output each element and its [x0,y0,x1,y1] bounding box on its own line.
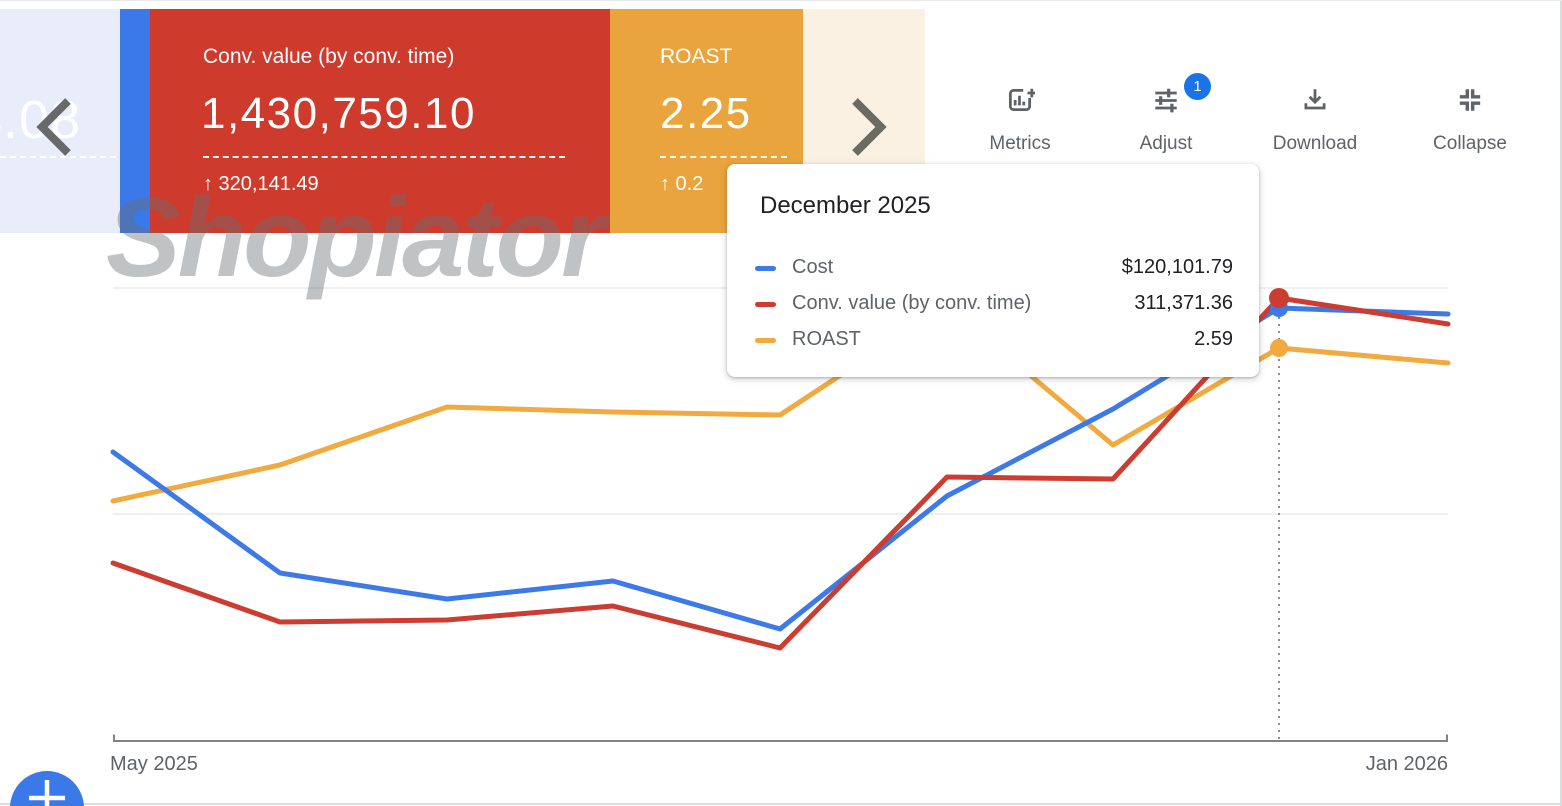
adjust-badge: 1 [1184,73,1211,100]
scorecard-edge-strip[interactable] [120,9,150,233]
tooltip-row-value: 2.59 [1194,328,1233,350]
add-fab-button[interactable] [10,771,84,806]
bar-chart-add-icon [1008,88,1035,112]
adjust-button-label: Adjust [1139,133,1193,154]
tooltip-row-cost: Cost $120,101.79 [727,250,1259,286]
scorecard-delta: ↑ 0.2 [660,173,704,195]
x-axis-label-end: Jan 2026 [1365,753,1448,775]
adjust-button[interactable]: Adjust [1104,85,1228,155]
metrics-button[interactable]: Metrics [958,85,1082,155]
tooltip-row-label: ROAST [792,328,861,350]
dashed-underline [203,156,565,158]
collapse-button-label: Collapse [1433,133,1507,154]
carousel-next-button[interactable] [837,93,897,161]
download-button-label: Download [1272,133,1358,154]
x-axis-line [113,734,1448,742]
download-icon [1304,89,1326,110]
scorecard-value: 1,430,759.10 [201,89,476,138]
chevron-right-icon [852,98,887,156]
tooltip-row-roast: ROAST 2.59 [727,322,1259,358]
sliders-icon [1155,88,1177,113]
panel-right-border [1560,1,1562,806]
plus-icon [29,780,65,806]
scorecard-roast[interactable]: ROAST 2.25 ↑ 0.2 [610,9,803,233]
chart-tooltip: December 2025 Cost $120,101.79 Conv. val… [727,164,1259,377]
scorecard-label: ROAST [660,45,733,68]
tooltip-row-value: 311,371.36 [1134,292,1233,314]
download-button[interactable]: Download [1248,85,1382,155]
tooltip-row-value: $120,101.79 [1121,256,1233,278]
metrics-button-label: Metrics [989,133,1051,154]
scorecard-value: 2.25 [660,89,752,138]
tooltip-row-label: Cost [792,256,834,278]
highlight-dot-2 [1270,339,1288,357]
collapse-button[interactable]: Collapse [1403,85,1537,155]
dashed-underline [660,156,787,158]
x-axis-label-start: May 2025 [110,753,198,775]
chevron-left-icon [36,98,71,156]
series-line-2 [110,302,1451,504]
scorecard-delta: ↑ 320,141.49 [203,173,319,195]
scorecard-carousel: 4.08 Conv. value (by conv. time) 1,430,7… [0,9,1562,233]
dashed-underline [0,156,116,158]
carousel-prev-button[interactable] [26,93,86,161]
tooltip-rows: Cost $120,101.79 Conv. value (by conv. t… [727,250,1259,358]
scorecard-label: Conv. value (by conv. time) [203,45,455,68]
tooltip-title: December 2025 [760,192,931,219]
tooltip-row-label: Conv. value (by conv. time) [792,292,1032,314]
highlight-dot-1 [1269,288,1289,308]
panel-bottom-border [0,803,1562,805]
roast-series-swatch [755,338,776,343]
cost-series-swatch [755,266,776,271]
scorecard-conv-value[interactable]: Conv. value (by conv. time) 1,430,759.10… [150,9,610,233]
tooltip-row-conv-value: Conv. value (by conv. time) 311,371.36 [727,286,1259,322]
collapse-icon [1459,89,1481,111]
conv-value-series-swatch [755,302,776,307]
